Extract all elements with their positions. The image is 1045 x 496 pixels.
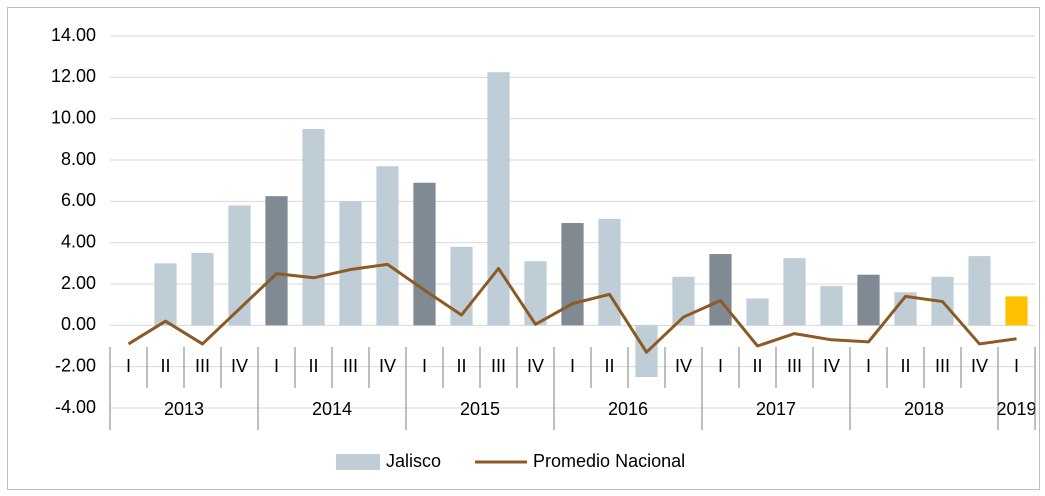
x-tick-label: I [274,356,279,376]
bar [1005,296,1028,326]
x-tick-label: III [343,356,358,376]
x-tick-label: I [570,356,575,376]
x-tick-label: III [195,356,210,376]
y-tick-label: 0.00 [61,314,96,334]
y-tick-label: 10.00 [51,107,96,127]
bar [894,292,917,326]
y-tick-label: 8.00 [61,149,96,169]
bar [709,254,732,326]
x-group-label: 2015 [460,399,500,419]
bar [746,298,769,326]
x-group-label: 2016 [608,399,648,419]
x-group-label: 2018 [904,399,944,419]
bar [561,223,584,326]
x-tick-label: IV [527,356,544,376]
x-tick-label: IV [379,356,396,376]
legend-label: Jalisco [386,451,441,471]
bar [339,201,362,326]
x-tick-label: II [160,356,170,376]
legend-label: Promedio Nacional [533,451,685,471]
x-tick-label: IV [231,356,248,376]
y-tick-label: 14.00 [51,25,96,45]
y-tick-label: 12.00 [51,66,96,86]
bar [191,253,214,326]
bar [302,129,325,326]
x-tick-label: III [935,356,950,376]
x-group-label: 2019 [996,399,1036,419]
bar [154,263,177,326]
x-group-label: 2014 [312,399,352,419]
x-tick-label: III [787,356,802,376]
y-tick-label: -2.00 [55,355,96,375]
x-tick-label: II [900,356,910,376]
x-tick-label: IV [971,356,988,376]
line [127,262,1017,354]
x-tick-label: IV [823,356,840,376]
bar [413,182,436,326]
x-tick-label: II [604,356,614,376]
y-tick-label: 6.00 [61,190,96,210]
y-tick-label: -4.00 [55,397,96,417]
x-tick-label: I [1014,356,1019,376]
bar [487,72,510,326]
x-tick-label: I [866,356,871,376]
x-tick-label: I [422,356,427,376]
x-tick-label: II [308,356,318,376]
bar [783,258,806,326]
x-tick-label: II [456,356,466,376]
x-tick-label: IV [675,356,692,376]
x-group-label: 2013 [164,399,204,419]
x-tick-label: II [752,356,762,376]
y-tick-label: 2.00 [61,273,96,293]
bar [265,196,288,326]
y-tick-label: 4.00 [61,231,96,251]
x-tick-label: III [491,356,506,376]
bar [524,261,547,326]
bar [598,218,621,326]
bar [228,205,251,326]
x-tick-label: I [126,356,131,376]
bar [820,286,843,326]
chart-frame [7,7,1040,490]
x-group-label: 2017 [756,399,796,419]
bar [376,166,399,326]
x-tick-label: I [718,356,723,376]
bar [968,256,991,326]
bar [857,274,880,326]
legend-swatch [336,454,380,470]
